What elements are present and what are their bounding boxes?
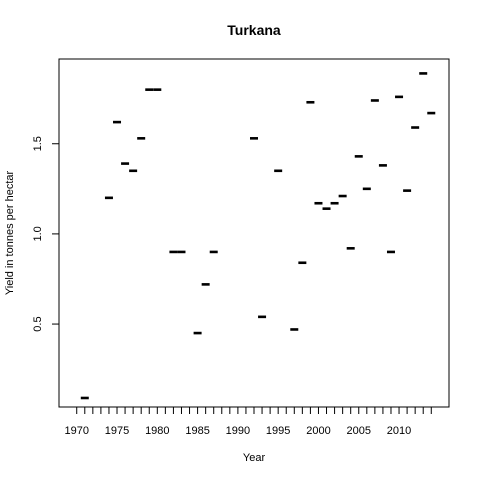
x-tick-label: 2005 xyxy=(347,425,371,437)
x-tick-label: 1980 xyxy=(145,425,169,437)
y-tick-label: 1.0 xyxy=(32,226,44,241)
x-tick-label: 1985 xyxy=(185,425,209,437)
data-points xyxy=(80,72,436,400)
y-axis: 0.5 1.0 1.5 xyxy=(32,136,59,332)
x-tick-label: 1995 xyxy=(266,425,290,437)
x-axis: 1970 1975 1980 1985 1990 1995 2000 2005 2010 xyxy=(64,407,432,437)
x-tick-label: 2000 xyxy=(306,425,330,437)
x-tick-label: 2010 xyxy=(387,425,411,437)
x-tick-label: 1970 xyxy=(64,425,88,437)
y-axis-label: Yield in tonnes per hectar xyxy=(4,170,16,295)
y-tick-label: 1.5 xyxy=(32,136,44,151)
chart-title: Turkana xyxy=(227,22,281,38)
y-tick-label: 0.5 xyxy=(32,316,44,331)
x-tick-label: 1990 xyxy=(226,425,250,437)
x-tick-label: 1975 xyxy=(105,425,129,437)
x-axis-label: Year xyxy=(243,452,266,464)
plot-frame xyxy=(58,58,450,408)
